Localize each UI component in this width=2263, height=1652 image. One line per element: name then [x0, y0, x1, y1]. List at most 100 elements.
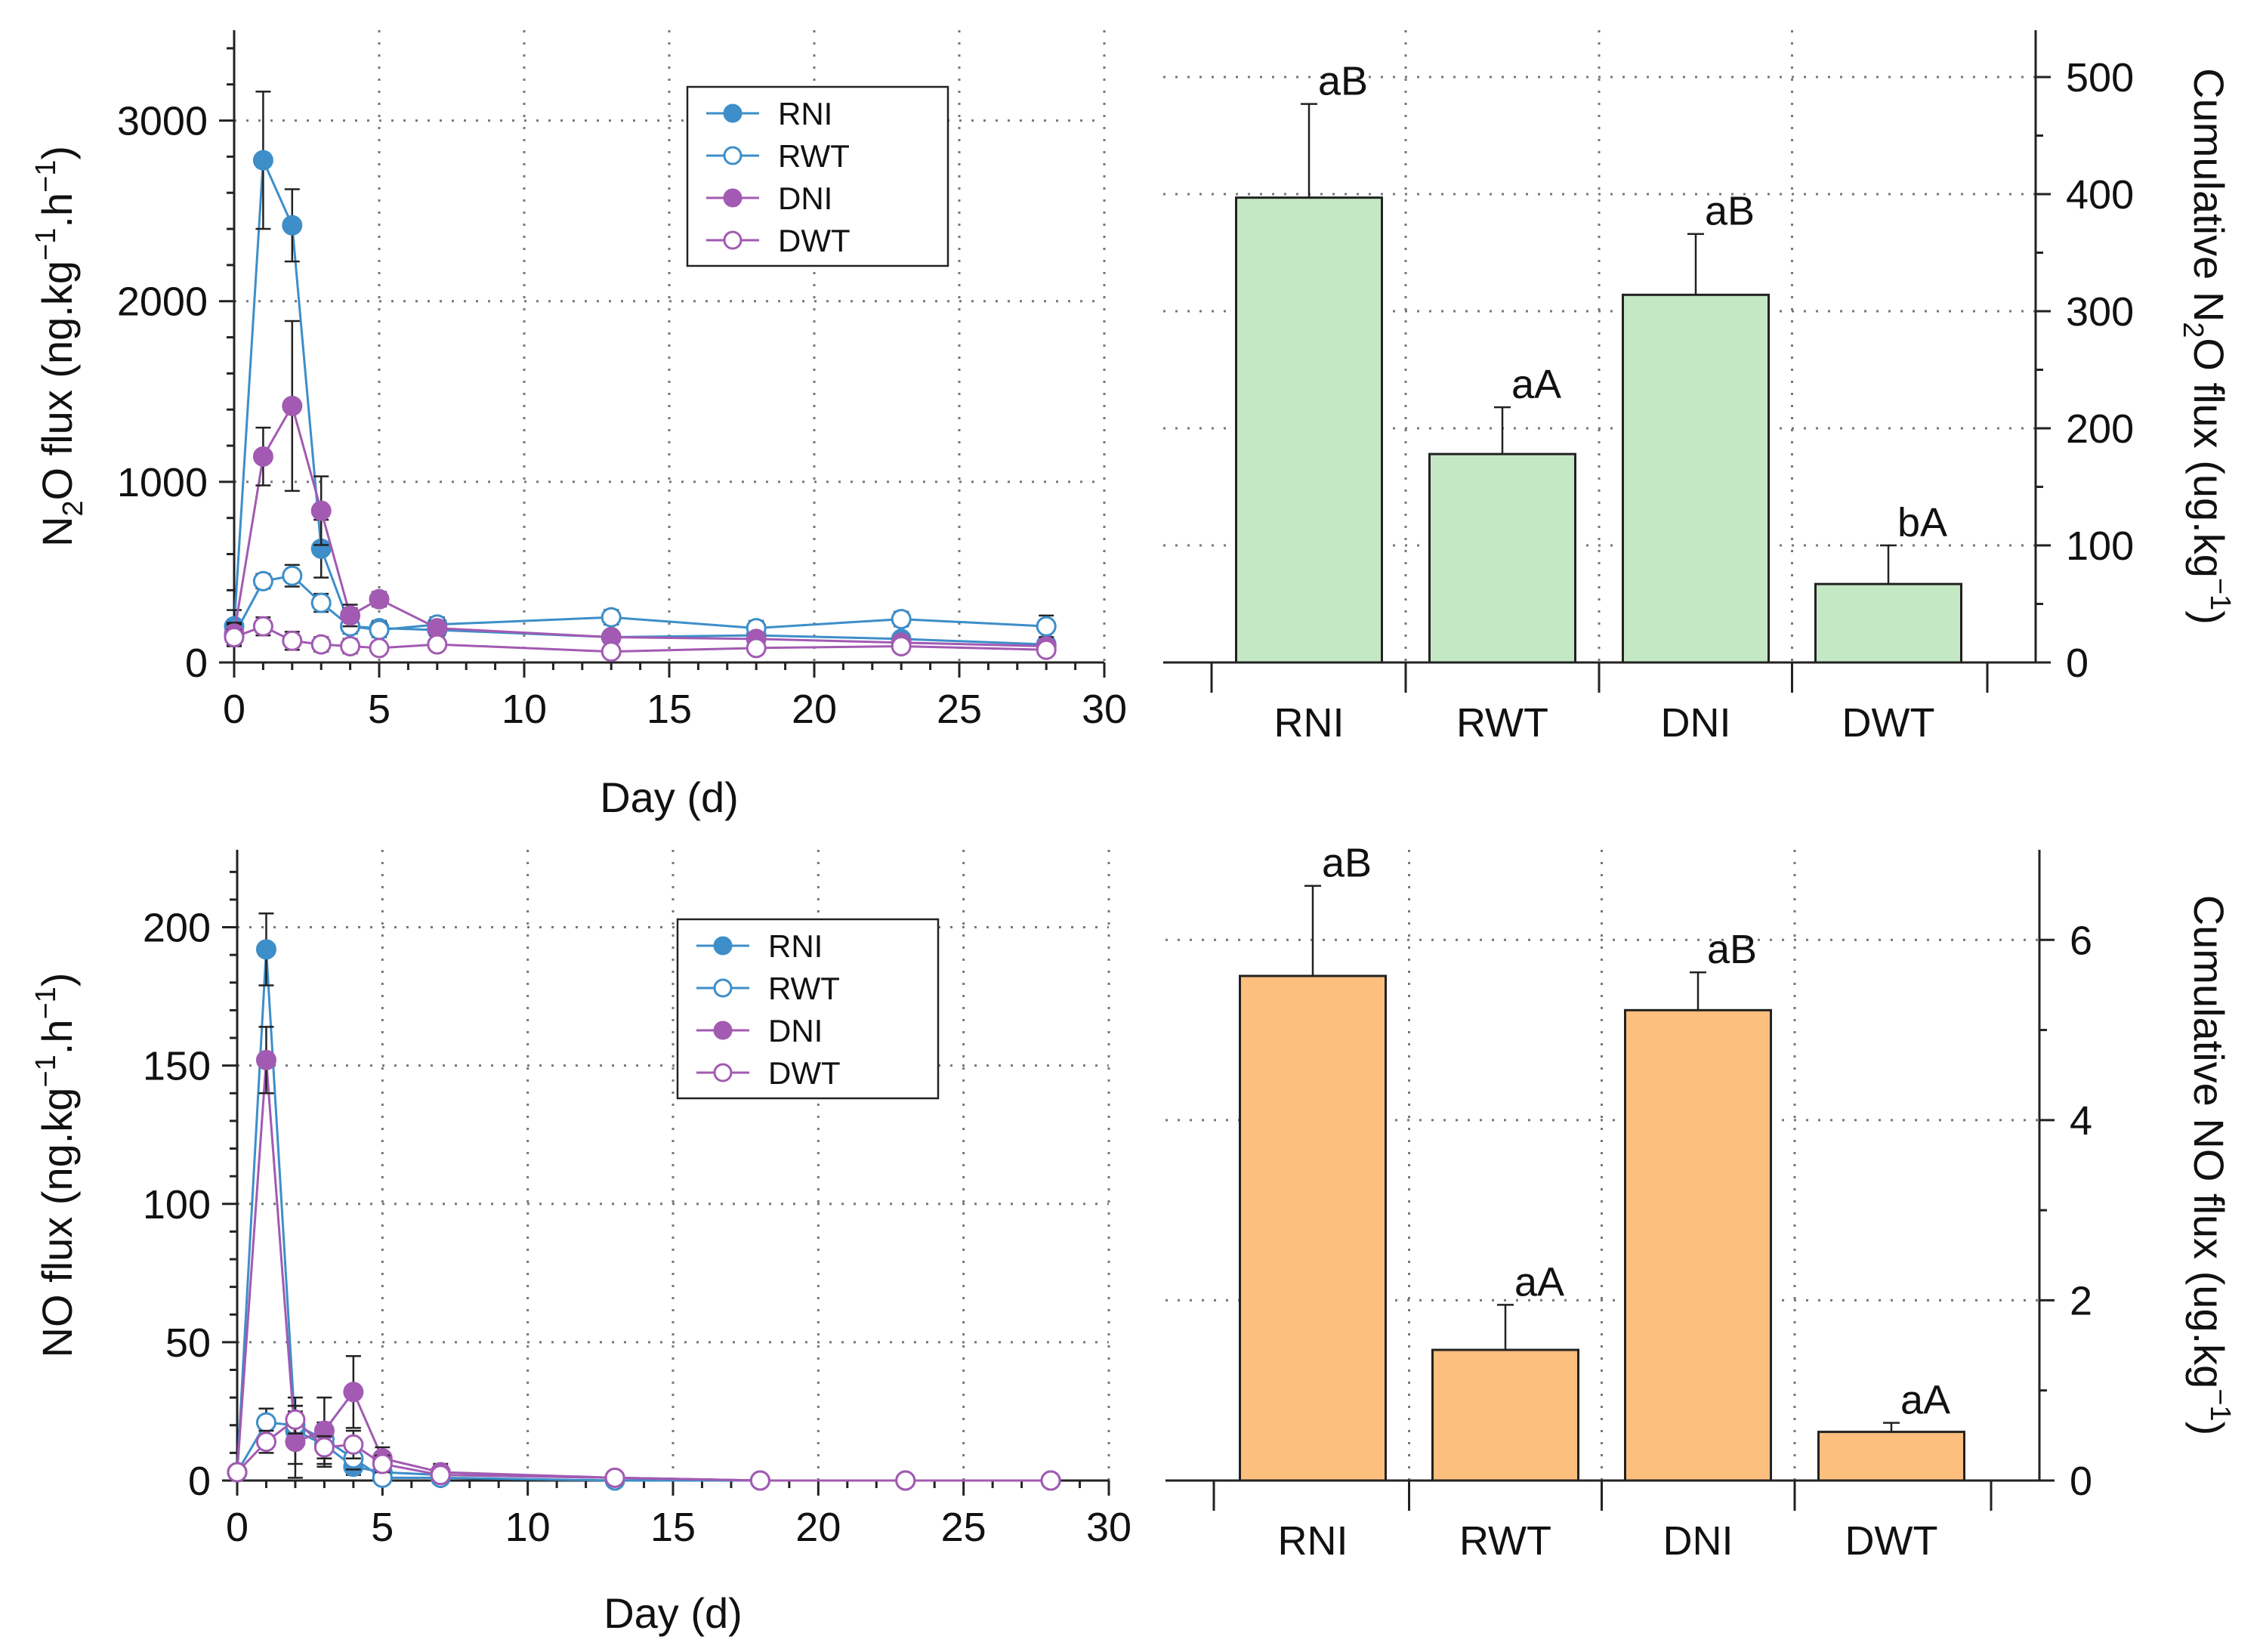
y-tick-label: 3000 [117, 99, 208, 144]
x-tick-label: 10 [505, 1505, 551, 1550]
bar-group-rni: aB RNI [1235, 59, 1383, 746]
label-text: Cumulative NO flux (ug.kg [2185, 895, 2233, 1389]
n2o-flux-line-chart: 0 5 10 15 20 25 30 0 1000 2000 3000 Day (d) N2O flux… [30, 30, 1127, 821]
bar-group-dwt: bA DWT [1814, 500, 1962, 746]
legend: RNI RWT DNI DWT [676, 918, 940, 1100]
y-axis-title: Cumulative N2O flux (ug.kg−1) [2177, 68, 2236, 625]
data-point-dwt [310, 634, 332, 655]
category-label: DWT [1842, 700, 1935, 746]
data-point-dni [255, 1049, 276, 1070]
superscript: −1 [2204, 578, 2236, 610]
x-tick-label: 0 [226, 1505, 249, 1550]
category-label: DNI [1661, 700, 1731, 746]
bar-group-rwt: aA RWT [1428, 362, 1576, 746]
bar-dwt [1817, 1431, 1965, 1482]
legend-label: RWT [778, 138, 850, 174]
data-point-rwt [310, 592, 332, 613]
data-point-dni [282, 395, 303, 416]
x-tick-label: 5 [368, 687, 391, 732]
bar-group-dwt: aA DWT [1817, 1378, 1965, 1564]
y-tick-label: 100 [143, 1182, 211, 1227]
bar-group-dni: aB DNI [1624, 927, 1772, 1564]
y-tick-label: 0 [188, 1459, 211, 1504]
category-label: DNI [1663, 1518, 1734, 1564]
x-axis-title: Day (d) [604, 1589, 742, 1637]
x-tick-label: 15 [650, 1505, 696, 1550]
series-dwt [227, 1404, 1061, 1491]
label-text: O flux (ug.kg [2185, 338, 2233, 577]
y-tick-label: 300 [2066, 289, 2134, 335]
data-point-dwt [369, 638, 390, 659]
category-label: RNI [1278, 1518, 1348, 1564]
data-point-rwt [891, 609, 912, 630]
bar-dwt [1814, 582, 1962, 664]
bar-group-rni: aB RNI [1239, 841, 1387, 1564]
superscript: −1 [2204, 1388, 2236, 1421]
label-text: .h [33, 193, 81, 228]
legend-label: RNI [778, 96, 832, 131]
bar-rni [1235, 196, 1383, 664]
y-tick-label: 1000 [117, 460, 208, 505]
superscript: −1 [30, 1055, 62, 1087]
category-label: RWT [1459, 1518, 1551, 1564]
legend-marker [723, 146, 742, 165]
category-label: DWT [1845, 1518, 1938, 1564]
y-tick-label: 150 [143, 1044, 211, 1089]
data-point-dwt [1036, 639, 1057, 660]
bar-dni [1624, 1008, 1772, 1482]
y-tick-label: 2 [2070, 1278, 2092, 1323]
y-tick-label: 0 [2066, 641, 2089, 686]
data-point-dni [252, 446, 273, 467]
series-dwt [224, 616, 1057, 662]
data-point-rni [252, 150, 273, 171]
data-point-dwt [255, 1431, 276, 1453]
label-text: Cumulative N [2185, 68, 2233, 322]
superscript: −1 [30, 228, 62, 261]
data-point-dwt [285, 1409, 306, 1430]
data-point-dwt [372, 1453, 393, 1474]
data-point-dwt [343, 1434, 364, 1455]
data-point-dwt [224, 627, 245, 648]
x-tick-label: 30 [1086, 1505, 1132, 1550]
x-tick-label: 5 [371, 1505, 394, 1550]
no-flux-line-chart: 0 5 10 15 20 25 30 0 50 100 150 200 Day (d) NO flux (… [30, 850, 1132, 1637]
data-point-dwt [1040, 1470, 1061, 1491]
data-point-rwt [600, 607, 622, 628]
x-tick-label: 0 [223, 687, 245, 732]
data-point-dwt [340, 635, 361, 656]
legend-label: DNI [778, 181, 832, 216]
data-point-dni [310, 500, 332, 521]
legend-label: RNI [768, 928, 823, 964]
y-tick-label: 400 [2066, 172, 2134, 218]
x-tick-label: 25 [937, 687, 982, 732]
significance-label: aB [1318, 59, 1368, 104]
data-point-rwt [255, 1412, 276, 1433]
y-tick-label: 4 [2070, 1098, 2092, 1144]
y-tick-label: 100 [2066, 523, 2134, 569]
data-point-dwt [427, 634, 448, 655]
x-tick-label: 30 [1082, 687, 1127, 732]
data-point-dwt [749, 1470, 770, 1491]
subscript: 2 [57, 500, 89, 516]
superscript: −1 [30, 987, 62, 1019]
category-label: RWT [1456, 700, 1548, 746]
label-text: ) [2185, 610, 2233, 625]
legend-marker [713, 1063, 733, 1082]
y-tick-label: 6 [2070, 918, 2092, 963]
label-text: ) [2185, 1422, 2233, 1436]
legend-label: DNI [768, 1013, 823, 1048]
y-axis-title: NO flux (ng.kg−1.h−1) [30, 973, 81, 1358]
data-point-dwt [746, 638, 767, 659]
significance-label: bA [1897, 500, 1947, 545]
legend: RNI RWT DNI DWT [686, 85, 949, 267]
data-point-dwt [313, 1437, 335, 1458]
data-point-rwt [1036, 616, 1057, 637]
legend-marker [723, 230, 742, 250]
label-text: N [33, 517, 81, 547]
data-point-rwt [369, 619, 390, 641]
data-point-dwt [600, 641, 622, 662]
data-point-rwt [282, 565, 303, 586]
legend-label: DWT [778, 223, 851, 258]
x-axis-title: Day (d) [600, 774, 739, 821]
label-text: ) [33, 146, 81, 160]
